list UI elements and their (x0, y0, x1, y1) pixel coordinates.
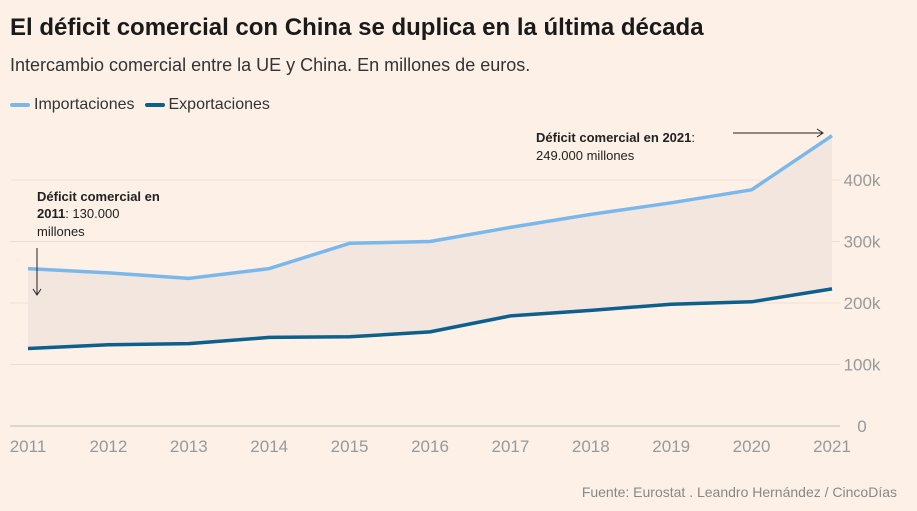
y-tick-label: 100k (844, 356, 881, 375)
annotation-2011-bold: Déficit comercial en (37, 189, 160, 204)
x-tick-label: 2012 (89, 437, 127, 456)
chart-title: El déficit comercial con China se duplic… (10, 14, 704, 41)
annotation-2021-arrowhead (816, 128, 824, 138)
x-tick-label: 2015 (331, 437, 369, 456)
annotation-2011-value: : 130.000 (65, 206, 119, 221)
y-tick-label: 400k (844, 171, 881, 190)
legend-label-exportaciones: Exportaciones (168, 96, 270, 113)
annotation-2011: Déficit comercial en (37, 189, 160, 204)
exportaciones-line (27, 287, 833, 351)
x-tick-label: 2019 (652, 437, 690, 456)
y-tick-label: 200k (844, 294, 881, 313)
annotation-2011-year: 2011 (37, 206, 65, 221)
legend-swatch-importaciones (10, 103, 30, 107)
x-tick-label: 2020 (733, 437, 771, 456)
annotation-2021-line2: 249.000 millones (536, 148, 635, 163)
x-tick-label: 2021 (813, 437, 851, 456)
annotation-2011-line3: millones (37, 224, 85, 239)
x-tick-label: 2016 (411, 437, 449, 456)
annotation-2021-bold: Déficit comercial en 2021 (536, 130, 691, 145)
annotation-2021-colon: : (691, 130, 695, 145)
legend-item-importaciones: Importaciones (10, 96, 135, 114)
x-tick-label: 2013 (170, 437, 208, 456)
y-tick-label: 300k (844, 233, 881, 252)
annotation-2011-arrowhead (32, 288, 42, 296)
x-axis-ticks: 2011 2012 2013 2014 2015 2016 2017 2018 2019 2020… (10, 437, 851, 456)
chart-subtitle: Intercambio comercial entre la UE y Chin… (10, 55, 531, 75)
annotation-2021: Déficit comercial en 2021: (536, 130, 695, 145)
legend-label-importaciones: Importaciones (34, 96, 135, 113)
legend-swatch-exportaciones (144, 103, 165, 107)
source-note: Fuente: Eurostat . Leandro Hernández / C… (581, 484, 897, 500)
annotation-2011-line2: 2011: 130.000 (37, 206, 119, 221)
x-tick-label: 2011 (10, 437, 47, 456)
importaciones-line (27, 134, 833, 281)
x-tick-label: 2017 (491, 437, 529, 456)
y-axis-ticks: 0 100k 200k 300k 400k (844, 171, 881, 436)
y-tick-label: 0 (857, 417, 866, 436)
legend: Importaciones Exportaciones (10, 96, 280, 114)
x-tick-label: 2018 (572, 437, 610, 456)
legend-item-exportaciones: Exportaciones (144, 96, 270, 114)
x-tick-label: 2014 (250, 437, 288, 456)
